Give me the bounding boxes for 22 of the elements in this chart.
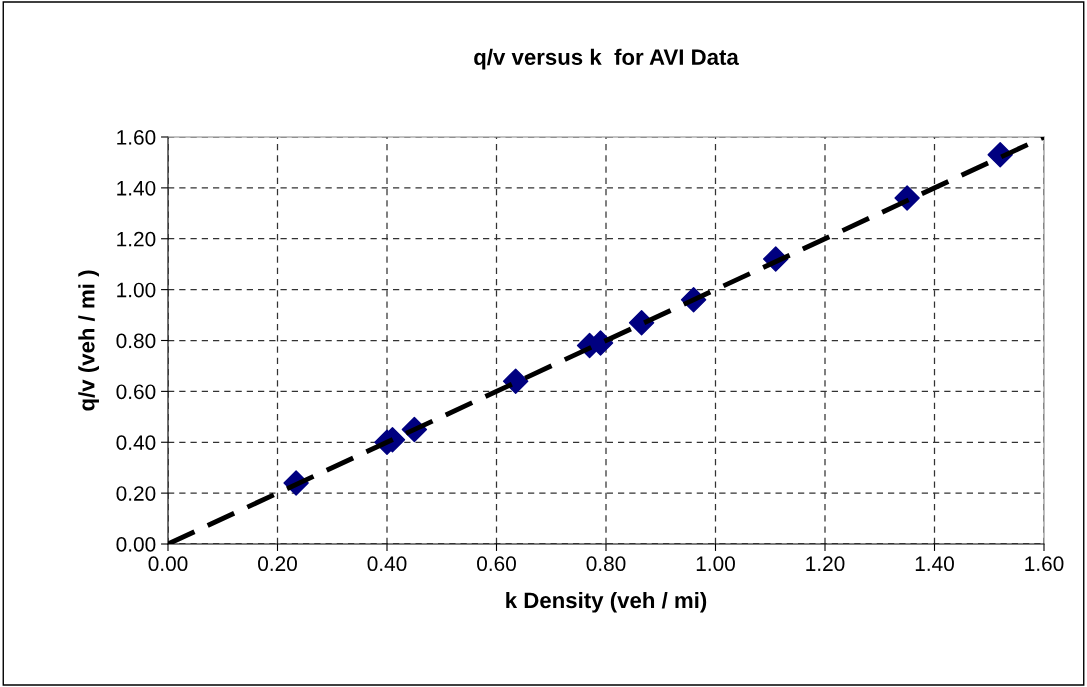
point xyxy=(502,368,529,394)
chart-title: q/v versus k for AVI Data xyxy=(474,48,739,70)
y-tick-label: 0.80 xyxy=(116,333,156,349)
x-tick-label: 1.20 xyxy=(806,556,845,572)
x-tick-label: 0.40 xyxy=(367,556,407,572)
y-tick-label: 1.20 xyxy=(117,231,156,247)
x-tick-label: 0.80 xyxy=(586,556,626,572)
x-tick-label: 1.40 xyxy=(915,556,954,572)
x-tick-label: 0.60 xyxy=(477,556,516,572)
y-tick-label: 0.00 xyxy=(116,537,156,552)
y-tick-label: 0.20 xyxy=(116,486,156,501)
y-tick-label: 0.40 xyxy=(116,435,156,450)
y-tick-label: 1.60 xyxy=(117,130,156,145)
y-tick-label: 0.60 xyxy=(116,384,156,400)
y-tick-label: 1.00 xyxy=(117,282,156,298)
y-tick-label: 1.40 xyxy=(117,180,156,196)
x-tick-label: 0.00 xyxy=(148,556,188,572)
y-axis-title: q/v (veh / mi ) xyxy=(78,270,99,411)
x-tick-label: 1.60 xyxy=(1025,556,1064,572)
x-axis-title: k Density (veh / mi) xyxy=(506,591,707,613)
x-tick-label: 1.00 xyxy=(696,556,735,572)
x-tick-label: 0.20 xyxy=(258,556,297,572)
